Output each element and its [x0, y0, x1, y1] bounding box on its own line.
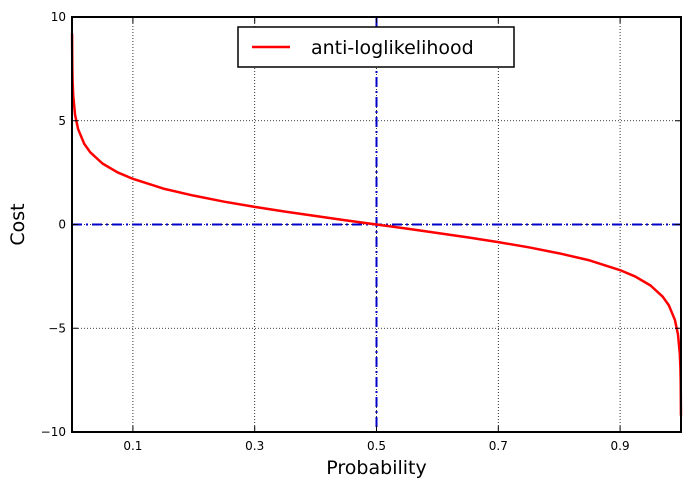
legend: anti-loglikelihood: [237, 26, 515, 68]
x-tick-label: 0.3: [245, 439, 264, 453]
y-tick-label: −5: [48, 321, 66, 335]
y-axis-label: Cost: [7, 203, 29, 245]
x-axis-label: Probability: [326, 457, 426, 479]
legend-label: anti-loglikelihood: [311, 37, 474, 59]
y-tick-label: 5: [58, 114, 66, 128]
plot-frame: [71, 16, 682, 433]
y-tick-labels: −10 −5 0 5 10: [41, 10, 66, 439]
x-tick-label: 0.7: [489, 439, 508, 453]
x-tick-label: 0.5: [367, 439, 386, 453]
x-tick-label: 0.9: [611, 439, 630, 453]
x-tick-labels: 0.1 0.3 0.5 0.7 0.9: [123, 439, 629, 453]
y-tick-label: 0: [58, 218, 66, 232]
y-tick-label: −10: [41, 425, 66, 439]
x-tick-label: 0.1: [123, 439, 142, 453]
series-layer: [70, 33, 683, 416]
y-tick-label: 10: [51, 10, 66, 24]
series-line-0: [70, 33, 683, 416]
